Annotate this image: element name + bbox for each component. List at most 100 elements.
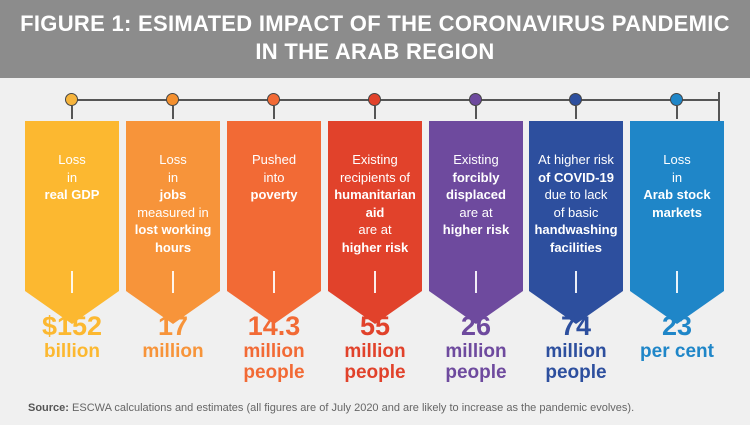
source-note: Source: ESCWA calculations and estimates… <box>28 402 728 414</box>
value-unit: million <box>142 341 204 362</box>
impact-banner: At higher risk of COVID-19 due to lack of b… <box>529 121 623 326</box>
impact-description: Existing recipients of humanitarian aid are … <box>330 151 420 256</box>
banner-shape <box>126 121 220 324</box>
impact-value: 26 million people <box>421 311 531 383</box>
description-line: in <box>66 169 78 185</box>
description-line: forcibly <box>452 169 500 185</box>
impact-description: At higher risk of COVID-19 due to lack of b… <box>531 151 621 256</box>
value-unit: million <box>243 341 305 362</box>
description-line: are at <box>459 204 493 220</box>
banner-tick <box>172 271 174 293</box>
description-line: humanitarian <box>334 187 416 202</box>
figure-title: FIGURE 1: ESIMATED IMPACT OF THE CORONAV… <box>0 0 750 78</box>
description-line: recipients of <box>339 169 411 185</box>
description-line: measured in <box>137 204 209 220</box>
banner-shape <box>328 121 422 324</box>
banner-shape <box>429 121 523 324</box>
figure-title-line-2: IN THE ARAB REGION <box>255 39 495 64</box>
description-line: aid <box>365 204 385 220</box>
banner-tick <box>374 271 376 293</box>
description-line: poverty <box>250 187 298 202</box>
impact-column: Existing recipients of humanitarian aid are … <box>328 93 422 393</box>
description-line: due to lack <box>544 187 608 202</box>
timeline-connector <box>374 106 376 119</box>
description-line: markets <box>652 204 702 220</box>
description-line: of COVID-19 <box>538 169 614 185</box>
description-line: real GDP <box>44 187 100 202</box>
banner-tick <box>71 271 73 293</box>
impact-column: Loss in Arab stock markets 23 per cent <box>630 93 724 393</box>
impact-banner: Loss in Arab stock markets <box>630 121 724 326</box>
description-line: Arab stock <box>643 187 711 202</box>
description-line: into <box>263 169 285 185</box>
banner-shape <box>529 121 623 324</box>
value-unit: million <box>344 341 406 362</box>
value-number: 17 <box>157 311 189 341</box>
value-number: 74 <box>560 311 592 341</box>
impact-column: Loss in jobs measured in lost working hours 17… <box>126 93 220 393</box>
value-unit-secondary: people <box>344 362 406 383</box>
timeline-line <box>72 99 720 101</box>
timeline-connector <box>273 106 275 119</box>
impact-description: Existing forcibly displaced are at higher ri… <box>431 151 521 239</box>
banner-tick <box>273 271 275 293</box>
timeline-connector <box>575 106 577 119</box>
impact-banner: Loss in jobs measured in lost working hours <box>126 121 220 326</box>
timeline-connector <box>172 106 174 119</box>
description-line: in <box>167 169 179 185</box>
description-line: Pushed <box>251 152 297 167</box>
impact-column: At higher risk of COVID-19 due to lack of b… <box>529 93 623 393</box>
description-line: are at <box>358 222 392 237</box>
impact-value: 55 million people <box>320 311 430 383</box>
impact-description: Loss in Arab stock markets <box>632 151 722 221</box>
description-line: higher risk <box>442 222 510 237</box>
description-line: lost working <box>134 222 212 237</box>
impact-value: $152 billion <box>17 311 127 362</box>
value-unit: per cent <box>640 341 714 362</box>
timeline-connector <box>676 106 678 119</box>
value-unit-secondary: people <box>243 362 305 383</box>
timeline-connector <box>71 106 73 119</box>
banner-tick <box>575 271 577 293</box>
value-unit: million <box>545 341 607 362</box>
description-line: displaced <box>446 187 506 202</box>
value-unit: billion <box>44 341 100 362</box>
timeline-end-marker <box>718 92 720 122</box>
impact-value: 17 million <box>118 311 228 362</box>
impact-banner: Existing recipients of humanitarian aid are … <box>328 121 422 326</box>
value-unit: million <box>445 341 507 362</box>
timeline-dot <box>65 93 78 106</box>
source-text: ESCWA calculations and estimates (all fi… <box>72 402 635 414</box>
timeline-connector <box>475 106 477 119</box>
value-number: 23 <box>661 311 693 341</box>
impact-description: Loss in real GDP <box>27 151 117 204</box>
description-line: Loss <box>58 152 86 167</box>
description-line: At higher risk <box>538 152 614 167</box>
description-line: Loss <box>663 152 691 167</box>
impact-column: Loss in real GDP $152 billion <box>25 93 119 393</box>
figure-title-line-1: FIGURE 1: ESIMATED IMPACT OF THE CORONAV… <box>20 11 730 36</box>
value-number: 26 <box>460 311 492 341</box>
description-line: facilities <box>549 239 603 255</box>
impact-description: Pushed into poverty <box>229 151 319 204</box>
description-line: in <box>671 169 683 185</box>
impact-value: 74 million people <box>521 311 631 383</box>
description-line: handwashing <box>534 222 618 237</box>
value-unit-secondary: people <box>545 362 607 383</box>
impact-value: 23 per cent <box>622 311 732 362</box>
value-number: $152 <box>41 311 103 341</box>
timeline-dot <box>469 93 482 106</box>
value-number: 55 <box>359 311 391 341</box>
description-line: jobs <box>159 187 187 202</box>
impact-column: Existing forcibly displaced are at higher ri… <box>429 93 523 393</box>
timeline-dot <box>670 93 683 106</box>
banner-tick <box>475 271 477 293</box>
banner-tick <box>676 271 678 293</box>
description-line: of basic <box>553 204 599 220</box>
description-line: hours <box>154 239 192 255</box>
value-unit-secondary: people <box>445 362 507 383</box>
description-line: Existing <box>352 152 398 167</box>
banner-shape <box>227 121 321 324</box>
value-number: 14.3 <box>247 311 301 341</box>
description-line: Existing <box>453 152 499 167</box>
